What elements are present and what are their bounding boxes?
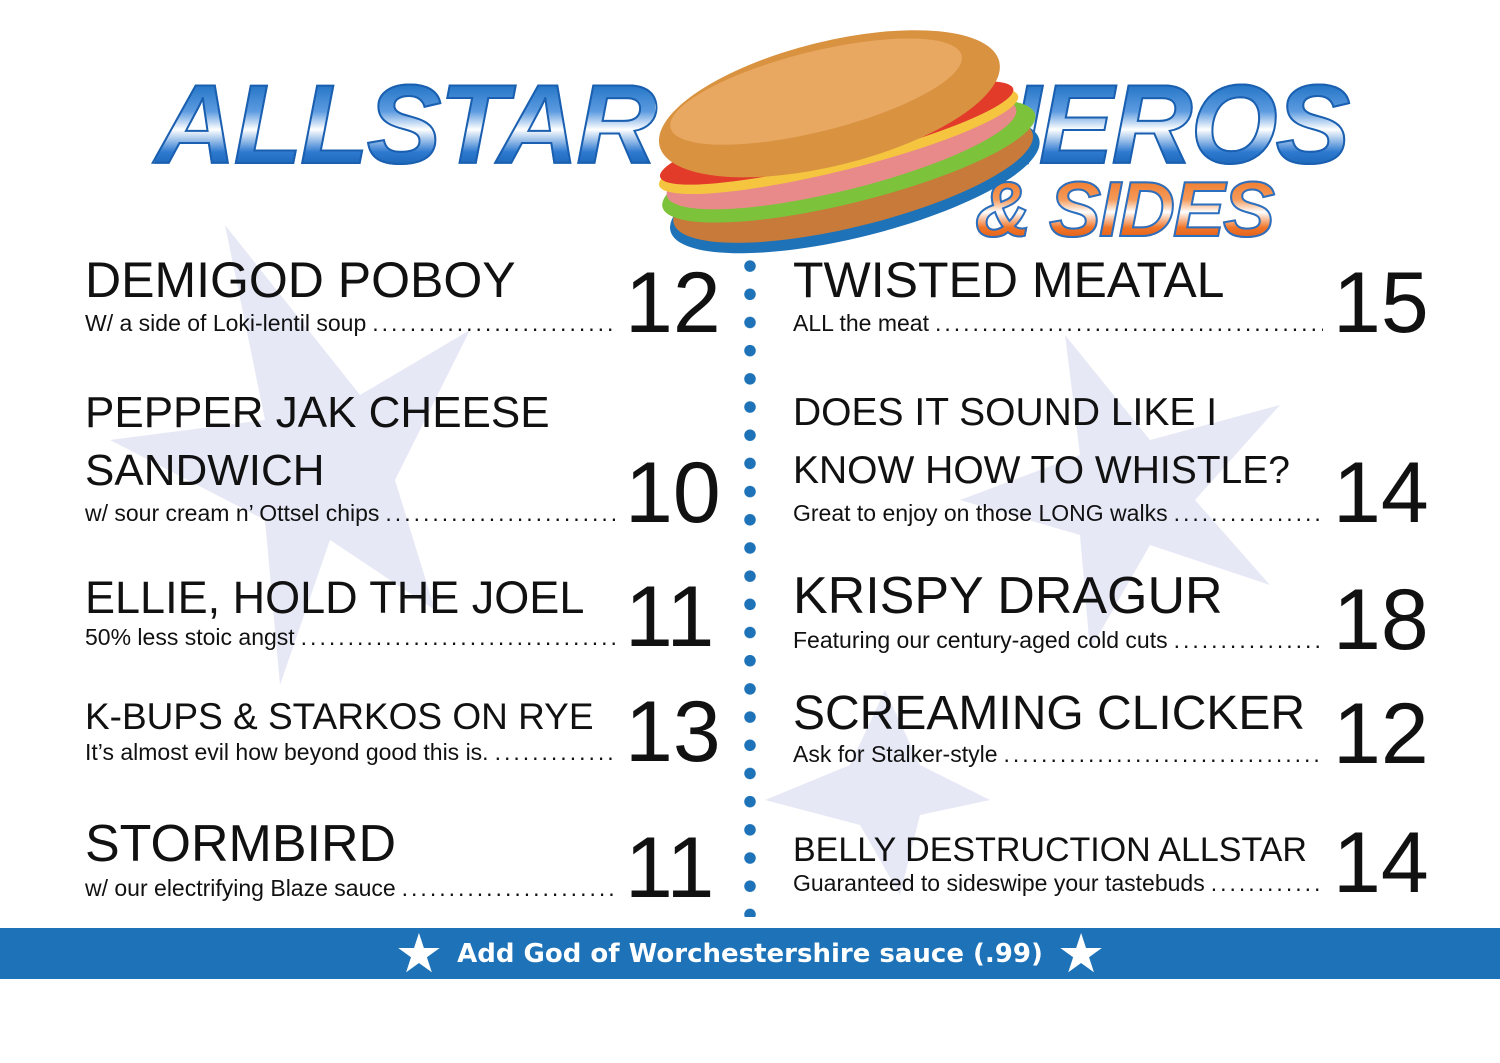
item-title: Belly Destruction Allstar — [793, 831, 1307, 869]
item-title: Demigod Poboy — [85, 252, 516, 308]
item-title: Stormbird — [85, 815, 397, 873]
dot-leader: ........................................… — [401, 874, 615, 901]
item-subtitle: Ask for Stalker-style — [793, 741, 998, 768]
item-price: 10 — [625, 445, 721, 541]
item-price: 18 — [1333, 571, 1429, 668]
menu-item: Twisted Meatal ALL the meat.............… — [793, 252, 1429, 346]
menu-item: Belly Destruction Allstar Guaranteed to … — [793, 820, 1429, 906]
item-title: Does it sound like I — [793, 391, 1218, 434]
item-price: 12 — [1333, 686, 1429, 783]
item-subtitle: Featuring our century-aged cold cuts — [793, 626, 1168, 653]
item-subtitle: w/ our electrifying Blaze sauce — [85, 874, 396, 901]
dot-leader: ........................................… — [1173, 626, 1323, 653]
logo-allstar: ALLSTAR — [154, 62, 658, 187]
item-title: Twisted Meatal — [793, 252, 1225, 308]
item-subtitle: W/ a side of Loki-lentil soup — [85, 309, 367, 336]
star-icon: ★ — [394, 923, 444, 984]
item-subtitle: ALL the meat — [793, 309, 929, 336]
item-title: Pepper Jak Cheese — [85, 388, 550, 437]
background-star-icon — [110, 225, 470, 685]
item-subtitle: w/ sour cream n’ Ottsel chips — [85, 500, 380, 526]
star-icon: ★ — [1056, 923, 1106, 984]
sandwich-image — [658, 30, 1040, 254]
item-title: know how to whistle? — [793, 449, 1290, 492]
item-subtitle: Great to enjoy on those LONG walks — [793, 500, 1168, 526]
item-subtitle: It’s almost evil how beyond good this is… — [85, 738, 489, 765]
banner-text: Add God of Worchestershire sauce (.99) — [457, 938, 1043, 969]
dot-leader: ........................................… — [494, 738, 615, 765]
dot-leader: ........................................… — [300, 623, 615, 650]
menu-item: K-Bups & Starkos on Rye It’s almost evil… — [85, 689, 721, 775]
item-price: 14 — [1333, 815, 1429, 912]
menu-item: Pepper Jak Cheese Sandwich w/ sour cream… — [85, 384, 721, 536]
menu-item: Screaming Clicker Ask for Stalker-style.… — [793, 686, 1429, 777]
dot-leader: ........................................… — [372, 309, 615, 336]
item-subtitle: Guaranteed to sideswipe your tastebuds — [793, 870, 1205, 897]
item-price: 11 — [625, 568, 715, 665]
item-title: K-Bups & Starkos on Rye — [85, 696, 594, 737]
item-price: 12 — [625, 254, 721, 351]
background-star-icon — [765, 690, 990, 895]
item-price: 11 — [625, 819, 715, 916]
item-price: 13 — [625, 683, 721, 780]
dot-leader: ........................................… — [1210, 870, 1323, 897]
column-divider — [744, 252, 756, 917]
menu-item: Demigod Poboy W/ a side of Loki-lentil s… — [85, 252, 721, 346]
sauce-banner: ★ Add God of Worchestershire sauce (.99)… — [0, 923, 1500, 984]
logo-sides: & SIDES — [974, 165, 1276, 253]
dot-leader: ........................................… — [934, 309, 1323, 336]
item-price: 14 — [1333, 445, 1429, 541]
menu-item: Stormbird w/ our electrifying Blaze sauc… — [85, 815, 714, 911]
item-title: Krispy Dragur — [793, 567, 1223, 625]
dot-leader: ........................................… — [1003, 741, 1324, 768]
menu-item: Ellie, Hold the Joel 50% less stoic angs… — [85, 572, 714, 660]
item-subtitle: 50% less stoic angst — [85, 623, 295, 650]
dot-leader: ........................................… — [385, 500, 615, 526]
item-price: 15 — [1333, 254, 1429, 351]
item-title: Sandwich — [85, 446, 325, 495]
menu-item: Krispy Dragur Featuring our century-aged… — [793, 567, 1429, 663]
menu-item: Does it sound like I know how to whistle… — [793, 384, 1429, 536]
dot-leader: ........................................… — [1173, 500, 1323, 526]
item-title: Ellie, Hold the Joel — [85, 572, 585, 623]
item-title: Screaming Clicker — [793, 687, 1306, 740]
background-star-icon — [960, 335, 1280, 650]
